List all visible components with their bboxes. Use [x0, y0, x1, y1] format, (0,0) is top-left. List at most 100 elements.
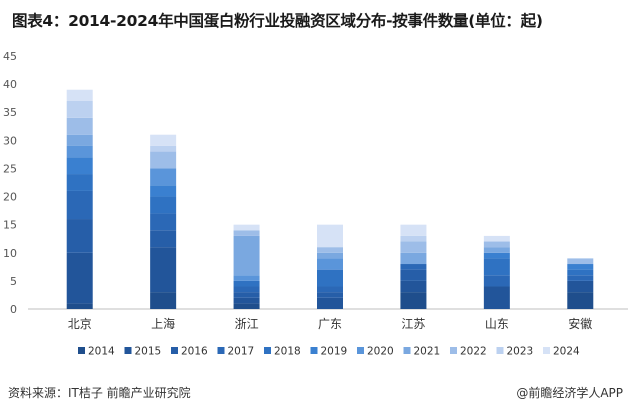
- bar-segment-2017: [400, 264, 427, 270]
- bar-segment-2017: [66, 190, 93, 220]
- bar-segment-2017: [317, 286, 343, 293]
- bar-segment-2017: [567, 275, 594, 281]
- bar-segment-2023: [400, 235, 427, 242]
- bar-segment-2014: [150, 292, 177, 309]
- y-tick-label: 30: [3, 134, 17, 147]
- bar-segment-2018: [567, 269, 594, 276]
- bar-segment-2020: [233, 275, 260, 281]
- bar-segment-2021: [483, 247, 510, 253]
- x-tick-label: 北京: [68, 317, 92, 331]
- source-note: 资料来源：IT桔子 前瞻产业研究院: [8, 386, 191, 400]
- legend-swatch: [403, 347, 411, 354]
- x-tick-label: 江苏: [401, 317, 425, 331]
- legend-item: 2019: [310, 346, 348, 358]
- legend-item: 2014: [78, 346, 115, 358]
- bar-segment-2022: [317, 247, 343, 253]
- legend-swatch: [543, 347, 550, 354]
- y-tick-label: 15: [3, 219, 17, 232]
- legend-label: 2022: [460, 346, 487, 358]
- bar-segment-2020: [317, 258, 343, 270]
- y-tick-label: 0: [10, 303, 17, 316]
- y-tick-label: 35: [3, 106, 17, 119]
- legend-label: 2020: [367, 346, 394, 358]
- legend-swatch: [217, 347, 225, 354]
- legend-item: 2023: [496, 346, 534, 358]
- legend-item: 2020: [357, 346, 394, 358]
- y-tick-label: 25: [3, 162, 17, 175]
- legend-label: 2019: [321, 346, 348, 358]
- brand-note: @前瞻经济学人APP: [516, 386, 623, 400]
- bar-segment-2014: [233, 303, 260, 309]
- bar-segment-2018: [233, 280, 260, 287]
- y-tick-label: 10: [3, 247, 17, 260]
- bar-segment-2022: [150, 151, 177, 169]
- bar-segment-2023: [66, 100, 93, 118]
- legend-item: 2015: [124, 346, 162, 358]
- bar-segment-2024: [233, 224, 260, 231]
- bar-segment-2015: [66, 252, 93, 304]
- x-tick-label: 浙江: [235, 317, 259, 331]
- bar-segment-2022: [233, 230, 260, 236]
- y-axis-ticks: 0 5 10 15 20 25 30 35 40 45: [3, 50, 17, 316]
- bar-segment-2016: [66, 219, 93, 253]
- bar-segment-2014: [400, 292, 427, 309]
- bar-segment-2014: [567, 292, 594, 309]
- bar-segment-2015: [400, 280, 427, 293]
- legend-swatch: [496, 347, 504, 354]
- legend-swatch: [450, 347, 457, 354]
- legend-swatch: [310, 347, 318, 354]
- legend-item: 2024: [543, 346, 580, 358]
- bar-segment-2021: [66, 134, 93, 146]
- legend-item: 2018: [264, 346, 301, 358]
- legend-label: 2023: [507, 346, 534, 358]
- legend-label: 2014: [88, 346, 115, 358]
- legend-label: 2024: [553, 346, 580, 358]
- bar-segment-2019: [150, 185, 177, 197]
- legend-label: 2017: [228, 346, 255, 358]
- bar-segment-2015: [567, 280, 594, 293]
- bar-segment-2021: [317, 252, 343, 259]
- bars: [66, 89, 594, 309]
- legend-label: 2021: [414, 346, 441, 358]
- legend-swatch: [357, 347, 364, 354]
- bar-segment-2024: [317, 224, 343, 248]
- bar-segment-2023: [150, 145, 177, 152]
- legend-item: 2021: [403, 346, 441, 358]
- bar-segment-2018: [317, 269, 343, 287]
- y-tick-label: 20: [3, 191, 17, 204]
- legend-item: 2022: [450, 346, 487, 358]
- bar-segment-2016: [317, 292, 343, 298]
- legend-item: 2017: [217, 346, 255, 358]
- bar-segment-2022: [567, 258, 594, 265]
- legend-swatch: [124, 347, 132, 354]
- bar-segment-2016: [233, 292, 260, 298]
- bar-segment-2020: [66, 145, 93, 158]
- legend-swatch: [171, 347, 178, 354]
- x-tick-label: 山东: [485, 317, 509, 331]
- legend-swatch: [264, 347, 271, 354]
- bar-segment-2015: [150, 247, 177, 293]
- legend-item: 2016: [171, 346, 208, 358]
- x-tick-label: 安徽: [568, 316, 592, 331]
- bar-segment-2015: [317, 297, 343, 309]
- bar-segment-2018: [150, 196, 177, 214]
- legend-swatch: [78, 347, 85, 354]
- bar-segment-2017: [483, 275, 510, 287]
- bar-segment-2016: [400, 269, 427, 281]
- y-tick-label: 5: [10, 275, 17, 288]
- x-tick-label: 广东: [318, 317, 342, 331]
- bar-segment-2014: [66, 303, 93, 309]
- legend-label: 2015: [135, 346, 162, 358]
- bar-segment-2021: [233, 235, 260, 276]
- bar-segment-2018: [66, 174, 93, 191]
- bar-segment-2022: [66, 117, 93, 135]
- y-tick-label: 45: [3, 50, 17, 63]
- x-axis-labels: 北京 上海 浙江 广东 江苏 山东 安徽: [68, 316, 593, 331]
- y-tick-label: 40: [3, 78, 17, 91]
- bar-segment-2021: [400, 252, 427, 265]
- legend: 2014 2015 2016 2017 2018 2019 2020 2021 2022 2023…: [78, 346, 580, 358]
- bar-segment-2016: [150, 230, 177, 248]
- chart-title: 图表4：2014-2024年中国蛋白粉行业投融资区域分布-按事件数量(单位：起): [12, 12, 543, 30]
- bar-segment-2020: [150, 168, 177, 186]
